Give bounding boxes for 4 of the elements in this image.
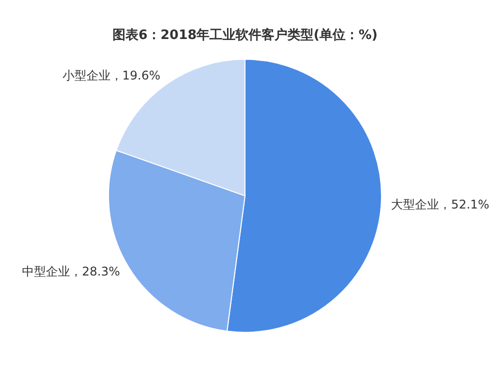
chart-title: 图表6：2018年工业软件客户类型(单位：%) [112,27,378,44]
slice-label: 小型企业，19.6% [62,68,160,82]
slice-label: 大型企业，52.1% [391,198,490,212]
slice-label: 中型企业，28.3% [22,264,120,278]
